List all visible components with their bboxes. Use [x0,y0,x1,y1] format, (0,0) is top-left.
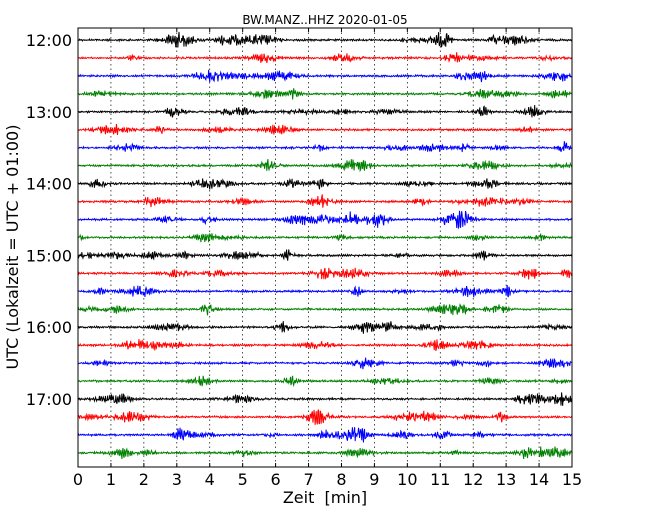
x-tick-label: 0 [73,470,83,489]
grid-lines [110,28,540,467]
seismic-trace [77,124,573,135]
seismic-trace [77,427,573,443]
y-tick-label: 14:00 [26,175,72,194]
seismic-trace [77,267,573,280]
x-tick-label: 12 [463,470,483,489]
seismic-trace [77,105,573,118]
x-tick-label: 1 [106,470,116,489]
x-tick-label: 13 [496,470,516,489]
seismic-trace [77,232,573,243]
seismic-trace [77,194,573,208]
x-axis: 0 1 2 3 4 5 6 7 8 9 10 11 12 13 14 15 [73,28,582,489]
trace-group [77,31,573,460]
x-tick-label: 4 [205,470,215,489]
x-axis-label: Zeit [min] [283,488,367,507]
seismic-trace [77,69,573,83]
x-tick-label: 11 [430,470,450,489]
seismic-trace [77,392,573,406]
x-tick-label: 7 [303,470,313,489]
plot-frame [77,27,573,468]
x-tick-label: 2 [139,470,149,489]
seismic-trace [77,31,573,48]
x-tick-label: 6 [271,470,281,489]
y-tick-label: 16:00 [26,318,72,337]
seismic-trace [77,339,573,352]
y-axis-label: UTC (Lokalzeit = UTC + 01:00) [3,125,22,370]
seismic-trace [77,52,573,64]
y-tick-label: 12:00 [26,31,72,50]
seismic-trace [77,159,573,173]
seismic-trace [77,375,573,388]
seismic-trace [77,249,573,261]
seismic-trace [77,88,573,100]
y-tick-label: 15:00 [26,246,72,265]
seismic-trace [77,446,573,460]
chart-title: BW.MANZ..HHZ 2020-01-05 [242,13,407,27]
seismic-trace [77,321,573,334]
seismic-trace [77,177,573,190]
y-axis: 12:00 13:00 14:00 15:00 16:00 17:00 [26,31,572,409]
x-tick-label: 3 [172,470,182,489]
x-tick-label: 15 [562,470,582,489]
x-tick-label: 14 [529,470,549,489]
seismic-trace [77,302,573,316]
x-tick-label: 5 [238,470,248,489]
x-tick-label: 8 [336,470,346,489]
y-tick-label: 17:00 [26,390,72,409]
seismic-trace [77,210,573,230]
y-tick-label: 13:00 [26,103,72,122]
seismic-trace [77,141,573,153]
seismic-trace [77,409,573,425]
seismic-trace [77,357,573,370]
seismic-trace [77,285,573,298]
x-tick-label: 10 [397,470,417,489]
x-tick-label: 9 [369,470,379,489]
